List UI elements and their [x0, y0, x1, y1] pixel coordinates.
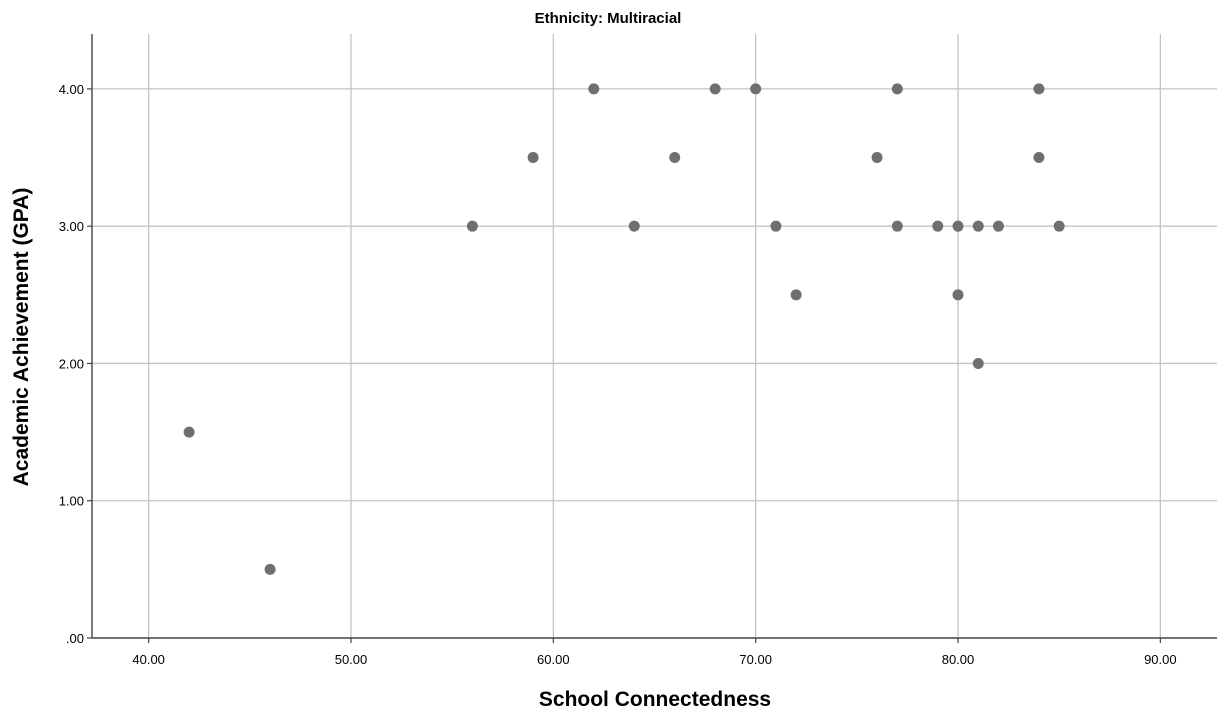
data-point [871, 152, 883, 164]
data-point [952, 220, 964, 232]
x-tick-label: 70.00 [739, 652, 772, 667]
data-point [1053, 220, 1065, 232]
x-tick-label: 50.00 [335, 652, 368, 667]
data-point [891, 83, 903, 95]
data-point [932, 220, 944, 232]
chart-title: Ethnicity: Multiracial [535, 10, 682, 27]
x-axis-label: School Connectedness [539, 688, 771, 710]
axes [87, 34, 1217, 643]
y-axis-label: Academic Achievement (GPA) [10, 188, 33, 487]
data-point [264, 563, 276, 575]
data-point [891, 220, 903, 232]
data-point [952, 289, 964, 301]
data-point [628, 220, 640, 232]
y-tick-label: .00 [66, 631, 84, 646]
data-point [972, 220, 984, 232]
data-point [466, 220, 478, 232]
data-point [183, 426, 195, 438]
x-tick-label: 60.00 [537, 652, 570, 667]
tick-labels: 40.00 50.00 60.00 70.00 80.00 90.00 .00 1.00 2.0… [59, 82, 1177, 667]
data-point [790, 289, 802, 301]
data-point [527, 152, 539, 164]
data-point [669, 152, 681, 164]
y-tick-label: 3.00 [59, 219, 84, 234]
y-tick-label: 2.00 [59, 356, 84, 371]
data-point [1033, 83, 1045, 95]
data-point [709, 83, 721, 95]
data-point [1033, 152, 1045, 164]
y-tick-label: 1.00 [59, 494, 84, 509]
data-point [972, 357, 984, 369]
x-tick-label: 40.00 [132, 652, 165, 667]
x-tick-label: 80.00 [942, 652, 975, 667]
data-point [770, 220, 782, 232]
data-point [750, 83, 762, 95]
y-tick-label: 4.00 [59, 82, 84, 97]
data-points [183, 83, 1065, 575]
data-point [992, 220, 1004, 232]
data-point [588, 83, 600, 95]
x-tick-label: 90.00 [1144, 652, 1177, 667]
gridlines [92, 34, 1217, 638]
